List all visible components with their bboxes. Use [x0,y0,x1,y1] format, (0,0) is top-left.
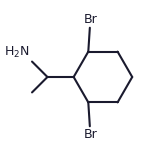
Text: Br: Br [84,13,97,26]
Text: H$_2$N: H$_2$N [4,45,30,60]
Text: Br: Br [84,128,97,141]
